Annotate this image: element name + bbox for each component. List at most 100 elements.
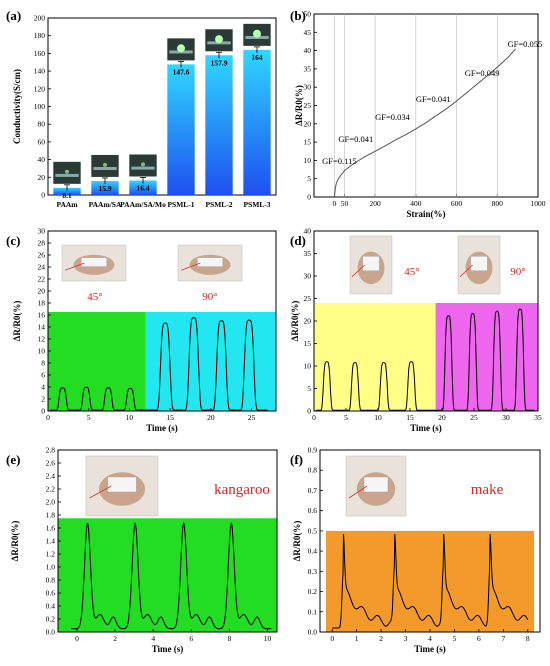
panel-b: (b) 0 5 10 15 20 25 30 35 40 45 50 0 50 200 400 600 800 10… <box>290 8 546 219</box>
y-tick-label: 6 <box>41 371 45 380</box>
x-axis-label: Time (s) <box>152 644 184 654</box>
x-tick-label: 7 <box>501 634 505 643</box>
y-tick-label: 40 <box>304 227 312 236</box>
y-tick-label: 0.4 <box>46 602 56 611</box>
x-tick-label: 10 <box>126 413 134 422</box>
y-tick-label: 15 <box>304 138 312 147</box>
x-tick-label: 10 <box>264 634 272 643</box>
color-region <box>326 530 534 632</box>
panel-label: (c) <box>6 233 20 248</box>
series-line <box>315 308 535 411</box>
gf-annotation: GF=0.049 <box>465 68 500 78</box>
y-tick-label: 2 <box>41 395 45 404</box>
y-tick-label: 60 <box>38 137 46 146</box>
photo-wire <box>89 485 112 499</box>
panel-label: (d) <box>290 233 306 248</box>
y-tick-label: 24 <box>38 263 46 272</box>
x-tick-label: 400 <box>410 199 422 208</box>
bar <box>243 49 271 195</box>
y-axis-label: ΔR/R0(%) <box>294 85 304 126</box>
y-tick-label: 14 <box>38 323 46 332</box>
photo-sensor <box>362 256 380 271</box>
photo-sensor <box>107 476 137 493</box>
led-glow <box>103 162 107 167</box>
gf-annotation: GF=0.034 <box>375 112 411 122</box>
y-tick-label: 0.2 <box>308 587 318 596</box>
y-tick-label: 1.8 <box>46 511 56 520</box>
x-tick-label: 30 <box>502 413 510 422</box>
x-axis-label: Time (s) <box>146 423 178 433</box>
y-tick-label: 0.4 <box>308 547 318 556</box>
x-tick-label: 0 <box>75 634 79 643</box>
x-tick-label: 50 <box>341 199 349 208</box>
data-label: 157.9 <box>211 58 228 67</box>
y-tick-label: 10 <box>304 362 312 371</box>
y-tick-label: 35 <box>304 249 312 258</box>
y-tick-label: 0.8 <box>46 576 56 585</box>
x-tick-label: 15 <box>406 413 414 422</box>
x-tick-label: 5 <box>453 634 457 643</box>
gf-annotation: GF=0.115 <box>322 156 356 166</box>
panel-label: (a) <box>6 8 21 23</box>
word-label: make <box>471 482 504 498</box>
y-tick-label: 0 <box>41 191 45 200</box>
x-tick-label: PAAm/SA/Mo <box>120 200 166 209</box>
x-tick-label: 2 <box>113 634 117 643</box>
panel-label: (f) <box>290 452 303 467</box>
y-tick-label: 140 <box>34 67 46 76</box>
x-tick-label: 6 <box>477 634 481 643</box>
x-tick-label: 200 <box>369 199 381 208</box>
y-axis-label: ΔR/R0(%) <box>12 301 22 342</box>
x-tick-label: 4 <box>151 634 155 643</box>
hand-photo-90 <box>177 244 243 282</box>
panel-f: (f) 0.0 0.1 0.2 0.3 0.4 0.5 0.6 0.7 0.8 0.9 0 1 2 3 4 5 6… <box>290 446 541 654</box>
leg-photo-45 <box>349 235 393 295</box>
series-line <box>71 522 272 630</box>
panel-d: (d) 0 5 10 15 20 25 30 35 40 0 5 10 15 20 25 30 35 Time (s… <box>290 227 542 434</box>
x-tick-label: 4 <box>428 634 432 643</box>
leg-photo-90 <box>457 235 501 295</box>
y-tick-label: 1.4 <box>46 537 56 546</box>
color-region <box>145 312 276 411</box>
y-tick-label: 8 <box>41 359 45 368</box>
x-tick-label: 25 <box>248 413 256 422</box>
x-tick-label: PAAm <box>56 200 78 209</box>
x-tick-label: 1 <box>355 634 359 643</box>
y-tick-label: 2.4 <box>46 472 56 481</box>
x-tick-label: 35 <box>534 413 542 422</box>
plot-frame <box>47 17 277 196</box>
photo-wire <box>65 262 85 271</box>
x-tick-label: PSML-3 <box>243 200 270 209</box>
led-glow <box>253 29 261 38</box>
color-region <box>314 303 436 411</box>
bar <box>129 180 157 195</box>
y-tick-label: 28 <box>38 239 46 248</box>
x-axis-label: Strain(%) <box>407 209 446 219</box>
x-tick-label: 2 <box>379 634 383 643</box>
photo-wire <box>181 262 201 271</box>
gf-annotation: GF=0.041 <box>338 134 373 144</box>
y-tick-label: 20 <box>304 317 312 326</box>
x-tick-label: 10 <box>374 413 382 422</box>
series-line <box>333 48 516 198</box>
y-axis-label: Conductivity(S/cm) <box>12 69 22 144</box>
x-tick-label: 0 <box>312 413 316 422</box>
y-tick-label: 0.0 <box>308 628 318 637</box>
y-tick-label: 180 <box>34 31 46 40</box>
x-tick-label: 20 <box>207 413 215 422</box>
hand-photo-45 <box>61 244 127 282</box>
y-tick-label: 45 <box>304 28 312 37</box>
y-tick-label: 5 <box>307 174 311 183</box>
gf-annotation: GF=0.041 <box>416 94 451 104</box>
y-tick-label: 2.0 <box>46 498 56 507</box>
y-tick-label: 0.8 <box>308 466 318 475</box>
y-tick-label: 0 <box>307 407 311 416</box>
y-tick-label: 10 <box>304 156 312 165</box>
x-tick-label: 5 <box>344 413 348 422</box>
y-tick-label: 30 <box>304 83 312 92</box>
photo-sensor <box>470 256 488 271</box>
y-tick-label: 2.8 <box>46 446 56 455</box>
y-tick-label: 0 <box>41 407 45 416</box>
y-tick-label: 35 <box>304 64 312 73</box>
